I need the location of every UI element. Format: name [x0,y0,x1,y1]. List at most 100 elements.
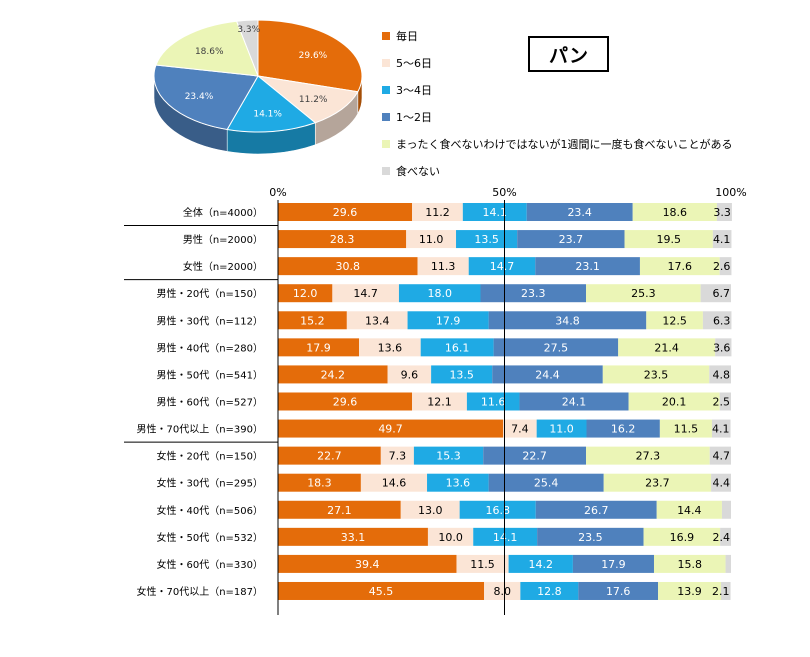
bar-segment-4-1 [346,311,408,330]
bar-value-label-13-4: 15.8 [678,558,703,571]
bar-value-label-13-2: 14.2 [528,558,553,571]
bar-segment-9-2 [413,446,484,465]
bar-segment-2-4 [639,257,720,276]
bar-segment-2-2 [468,257,536,276]
pie-slice-3 [153,64,259,131]
bar-value-label-14-1: 8.0 [493,585,511,598]
bar-value-label-1-1: 11.0 [419,233,444,246]
bar-value-label-12-0: 33.1 [341,531,366,544]
bar-segment-0-5 [716,203,732,221]
bar-segment-14-2 [520,581,579,600]
bar-value-label-5-2: 16.1 [445,341,470,354]
bar-segment-3-3 [480,284,587,303]
bar-value-label-2-3: 23.1 [575,260,600,273]
bar-segment-14-1 [484,581,521,600]
legend-swatch-2 [382,86,390,94]
bar-value-label-2-0: 30.8 [336,260,361,273]
bar-segment-14-3 [578,581,659,600]
bar-value-label-14-3: 17.6 [606,585,631,598]
bar-segment-13-3 [572,554,654,573]
bar-value-label-9-1: 7.3 [389,450,407,463]
legend-swatch-4 [382,140,390,148]
bar-value-label-11-0: 27.1 [327,504,352,517]
bar-value-label-13-1: 11.5 [470,558,495,571]
bar-row-8: 男性・70代以上（n=390） 49.7 7.4 11.0 16.2 11.5 4.1 [136,419,731,438]
bar-segment-8-2 [536,419,587,438]
bar-value-label-4-0: 15.2 [300,314,325,327]
row-label-8: 男性・70代以上（n=390） [136,423,263,436]
bar-segment-3-0 [278,284,333,303]
legend-label-5: 食べない [396,164,440,178]
bar-value-label-6-5: 4.8 [713,368,731,381]
bar-row-7: 男性・60代（n=527） 29.6 12.1 11.6 24.1 20.1 2.5 [156,392,731,411]
bar-value-label-8-1: 7.4 [511,423,529,436]
bar-row-6: 男性・50代（n=541） 24.2 9.6 13.5 24.4 23.5 4.8 [156,365,731,384]
legend-swatch-1 [382,59,390,67]
bar-value-label-10-3: 25.4 [534,477,559,490]
row-label-12: 女性・50代（n=532） [156,531,263,544]
bar-segment-6-5 [709,365,731,384]
bar-segment-4-0 [278,311,347,330]
bar-value-label-0-2: 14.1 [483,206,508,219]
bar-value-label-10-0: 18.3 [307,477,332,490]
bar-segment-8-3 [586,419,660,438]
bar-segment-3-1 [332,284,399,303]
pie-slice-label-0: 29.6% [299,51,328,61]
bar-row-9: 女性・20代（n=150） 22.7 7.3 15.3 22.7 27.3 4.7 [156,446,731,465]
pie-slice-2 [226,75,317,133]
bar-segment-1-0 [278,230,407,249]
bar-segment-3-2 [398,284,481,303]
bar-segment-2-1 [417,257,469,276]
bar-value-label-13-0: 39.4 [355,558,380,571]
bar-segment-11-4 [656,500,722,519]
bar-segment-8-5 [711,419,731,438]
bar-segment-6-3 [492,365,603,384]
bar-value-label-2-4: 17.6 [668,260,693,273]
legend-label-3: 1～2日 [396,111,432,124]
bar-segment-10-1 [360,473,428,492]
bar-row-12: 女性・50代（n=532） 33.1 10.0 14.1 23.5 16.9 2.4 [156,527,731,546]
row-label-4: 男性・30代（n=112） [156,314,263,327]
bar-value-label-14-5: 2.1 [712,585,730,598]
bar-value-label-10-5: 4.4 [713,477,731,490]
bar-segment-5-5 [715,338,732,357]
bar-row-14: 女性・70代以上（n=187） 45.5 8.0 12.8 17.6 13.9 2.1 [136,581,731,600]
row-label-9: 女性・20代（n=150） [156,450,263,463]
bar-value-label-4-4: 12.5 [662,314,687,327]
chart-title-box [528,36,609,72]
x-tick-label-1: 50% [492,186,516,199]
bar-row-4: 男性・30代（n=112） 15.2 13.4 17.9 34.8 12.5 6.3 [156,311,732,330]
bar-value-label-5-5: 3.6 [713,341,731,354]
row-label-0: 全体（n=4000） [183,206,263,219]
bar-value-label-9-5: 4.7 [713,450,731,463]
bar-segment-2-5 [719,257,732,276]
bar-row-3: 男性・20代（n=150） 12.0 14.7 18.0 23.3 25.3 6.7 [156,284,731,303]
bar-segment-8-1 [503,419,537,438]
pie-slice-4 [155,20,259,77]
bar-segment-6-1 [387,365,432,384]
bar-value-label-6-3: 24.4 [535,368,560,381]
bar-value-label-2-2: 14.7 [490,260,515,273]
bar-segment-1-1 [406,230,457,249]
x-tick-label-0: 0% [269,186,286,199]
bar-segment-5-1 [359,338,421,357]
row-label-10: 女性・30代（n=295） [156,477,263,490]
bar-segment-5-3 [493,338,619,357]
bar-value-label-0-3: 23.4 [567,206,592,219]
bar-value-label-10-1: 14.6 [382,477,407,490]
bar-segment-13-1 [456,554,509,573]
bar-value-label-8-2: 11.0 [549,423,574,436]
bar-value-label-11-3: 26.7 [584,504,609,517]
x-tick-label-2: 100% [715,186,746,199]
bar-segment-11-5 [721,500,731,519]
pie-slice-label-5: 3.3% [237,25,260,35]
bar-segment-7-3 [519,392,629,411]
bar-segment-7-4 [628,392,720,411]
bar-segment-5-4 [618,338,716,357]
bar-value-label-11-1: 13.0 [418,504,443,517]
bar-segment-9-5 [709,446,731,465]
bar-segment-4-3 [488,311,647,330]
bar-value-label-9-2: 15.3 [436,450,461,463]
bar-value-label-5-1: 13.6 [378,341,403,354]
